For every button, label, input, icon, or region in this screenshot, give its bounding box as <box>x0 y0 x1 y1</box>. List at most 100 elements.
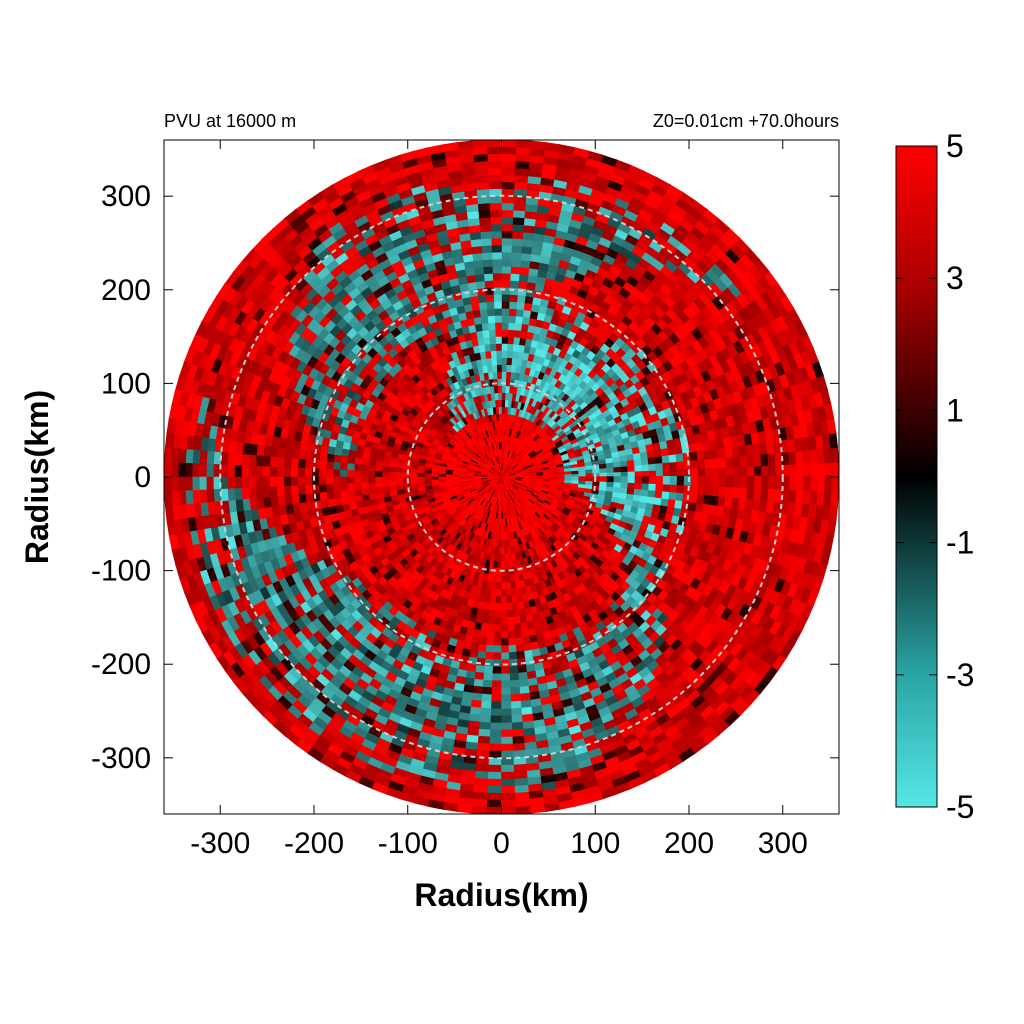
field-cell <box>491 279 502 288</box>
field-cell <box>297 458 306 470</box>
field-cell <box>255 476 264 490</box>
field-cell <box>490 244 502 253</box>
field-cell <box>494 624 503 633</box>
field-cell <box>510 244 523 254</box>
field-cell <box>262 466 271 479</box>
field-cell <box>501 673 512 682</box>
field-cell <box>648 476 657 485</box>
field-cell <box>697 475 706 487</box>
field-cell <box>500 286 511 295</box>
field-cell <box>388 471 397 478</box>
field-cell <box>353 463 362 472</box>
field-cell <box>255 455 264 468</box>
field-cell <box>662 475 671 485</box>
field-cell <box>501 701 513 710</box>
field-cell <box>690 475 699 486</box>
field-cell <box>346 469 355 478</box>
field-cell <box>641 476 650 484</box>
field-cell <box>704 484 713 496</box>
field-cell <box>283 476 292 488</box>
field-cell <box>496 567 503 576</box>
field-cell <box>585 476 594 482</box>
chart-subtitle: Z0=0.01cm +70.0hours <box>653 111 839 131</box>
field-cell <box>492 659 503 668</box>
field-cell <box>697 466 706 478</box>
field-cell <box>318 460 327 471</box>
field-cell <box>346 463 355 472</box>
field-cell <box>490 251 502 260</box>
field-cell <box>381 471 390 478</box>
field-cell <box>500 392 506 401</box>
field-cell <box>488 616 497 625</box>
field-cell <box>564 476 573 481</box>
field-cell <box>290 467 299 479</box>
field-cell <box>718 475 727 488</box>
field-cell <box>676 483 685 494</box>
field-cell <box>290 458 299 470</box>
field-cell <box>339 469 348 478</box>
field-cell <box>491 694 503 703</box>
field-cell <box>491 265 502 274</box>
field-cell <box>480 707 493 717</box>
field-cell <box>732 475 741 488</box>
field-cell <box>290 476 299 488</box>
field-cell <box>718 485 727 497</box>
field-cell <box>510 230 524 240</box>
field-cell <box>318 468 327 479</box>
field-cell <box>725 485 734 498</box>
field-cell <box>711 475 720 487</box>
field-cell <box>297 467 306 479</box>
field-cell <box>739 464 748 478</box>
field-cell <box>311 468 320 479</box>
field-cell <box>402 472 411 478</box>
field-cell <box>255 465 264 479</box>
field-cell <box>655 476 664 485</box>
field-cell <box>507 322 516 331</box>
field-cell <box>497 553 503 562</box>
field-cell <box>711 466 720 478</box>
field-cell <box>704 475 713 487</box>
field-cell <box>374 471 383 478</box>
field-cell <box>495 610 503 618</box>
field-cell <box>676 467 685 478</box>
field-cell <box>489 230 502 239</box>
field-cell <box>304 468 313 479</box>
field-cell <box>269 476 278 489</box>
field-cell <box>276 466 285 479</box>
field-cell <box>683 467 692 478</box>
field-cell <box>332 469 341 479</box>
field-cell <box>508 272 520 282</box>
field-cell <box>494 617 503 626</box>
field-cell <box>500 272 511 281</box>
field-cell <box>493 652 503 661</box>
field-cell <box>543 476 552 480</box>
field-cell <box>360 470 369 478</box>
field-cell <box>690 484 699 495</box>
field-cell <box>490 708 503 717</box>
field-cell <box>648 482 657 491</box>
field-cell <box>500 378 507 387</box>
field-cell <box>500 244 512 253</box>
field-cell <box>492 300 502 309</box>
field-cell <box>676 475 685 486</box>
field-cell <box>510 237 523 247</box>
field-cell <box>483 672 495 682</box>
field-cell <box>592 476 601 482</box>
field-cell <box>500 364 507 372</box>
field-cell <box>482 679 494 689</box>
field-cell <box>492 293 502 302</box>
field-cell <box>492 286 502 295</box>
field-cell <box>500 371 507 380</box>
field-cell <box>522 476 530 479</box>
field-cell <box>500 314 509 323</box>
field-cell <box>297 476 306 488</box>
field-cell <box>515 476 523 479</box>
field-cell <box>481 693 494 703</box>
field-cell <box>711 485 720 497</box>
field-cell <box>283 457 292 469</box>
field-cell <box>662 468 671 478</box>
field-cell <box>501 680 512 689</box>
field-cell <box>501 638 510 647</box>
field-cell <box>500 251 512 260</box>
